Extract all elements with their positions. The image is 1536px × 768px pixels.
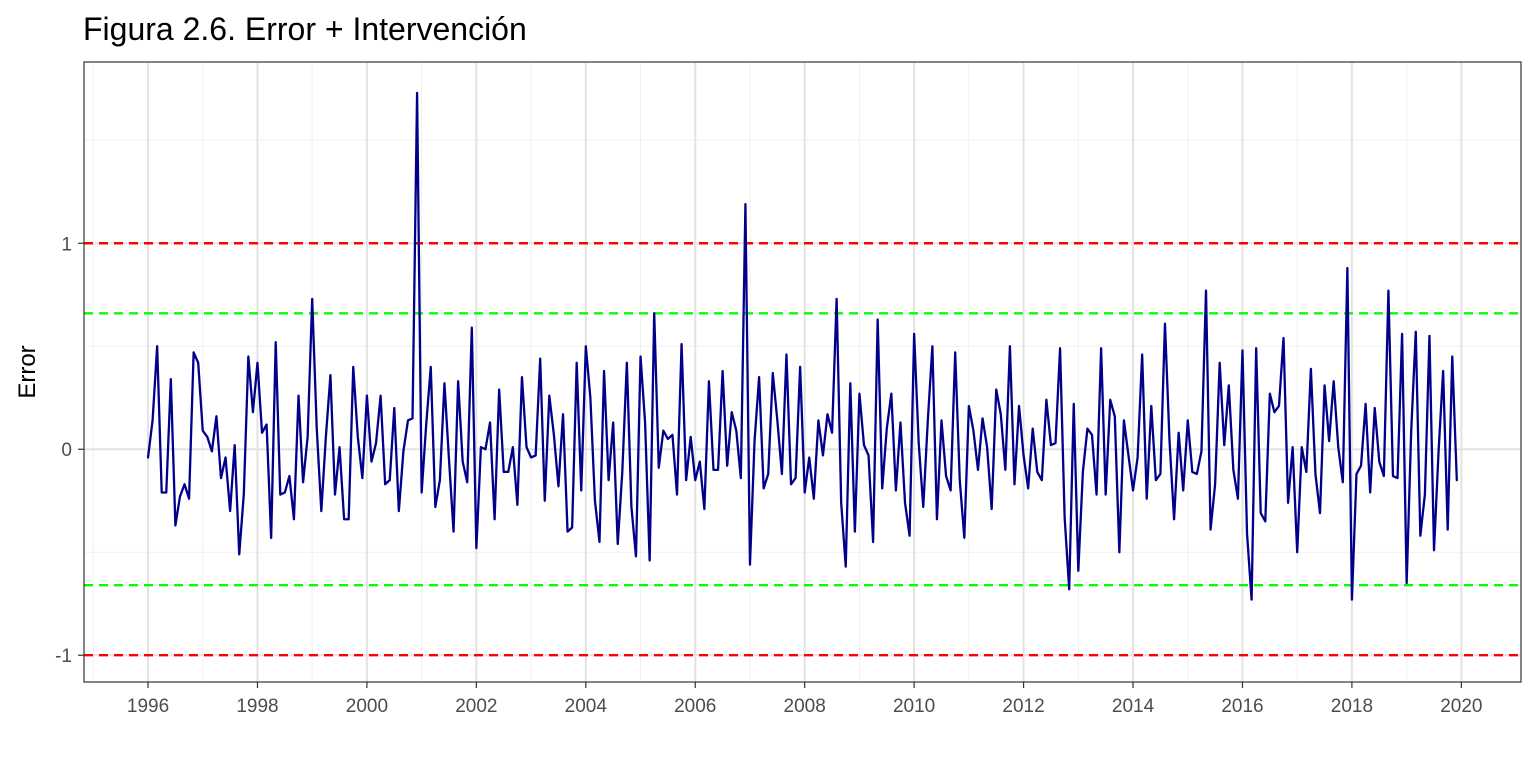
x-tick-label: 2000 [346, 696, 388, 717]
x-tick-label: 2012 [1002, 696, 1044, 717]
x-tick-label: 2018 [1331, 696, 1373, 717]
y-axis-title: Error [14, 345, 41, 398]
x-tick-label: 2008 [784, 696, 826, 717]
x-tick-label: 1998 [236, 696, 278, 717]
chart-title: Figura 2.6. Error + Intervención [83, 11, 527, 47]
x-tick-label: 2016 [1221, 696, 1263, 717]
x-tick-label: 2004 [565, 696, 608, 717]
plot-border [83, 61, 1522, 683]
y-tick-label: 0 [61, 440, 72, 461]
x-tick-label: 1996 [127, 696, 169, 717]
x-tick-label: 2014 [1112, 696, 1155, 717]
y-tick-label: 1 [61, 234, 72, 255]
y-tick-label: -1 [55, 646, 72, 667]
x-tick-label: 2020 [1440, 696, 1482, 717]
plot-background [84, 62, 1521, 682]
x-tick-label: 2002 [455, 696, 497, 717]
x-tick-label: 2010 [893, 696, 935, 717]
plot-area: 1996 1998 2000 2002 2004 2006 2008 2010 2012 2014… [55, 61, 1522, 717]
x-tick-label: 2006 [674, 696, 716, 717]
series-line [146, 91, 1458, 601]
